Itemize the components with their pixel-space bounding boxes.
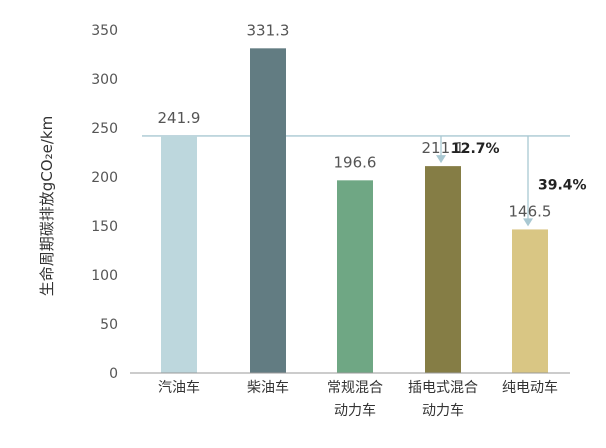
annotation-label: 39.4% [538, 177, 587, 193]
y-tick-label: 350 [91, 23, 118, 39]
annotation-arrow-head [523, 218, 533, 227]
x-category-label: 常规混合 [327, 380, 383, 396]
annotations: 12.7% 39.4% [436, 135, 587, 227]
x-category-label: 柴油车 [247, 379, 289, 396]
y-tick-label: 150 [91, 219, 118, 235]
x-category-label: 纯电动车 [502, 379, 558, 396]
x-category-label: 动力车 [334, 402, 376, 419]
bar-value-label: 211.1 [422, 139, 465, 157]
bar-value-label: 331.3 [247, 21, 290, 39]
bar [425, 166, 461, 373]
y-tick-label: 100 [91, 268, 118, 284]
bar [512, 229, 548, 373]
y-tick-label: 250 [91, 121, 118, 137]
bar-value-label: 196.6 [334, 153, 377, 171]
bars: 241.9 331.3 196.6 211.1 146.5 [158, 21, 552, 374]
bar [250, 48, 286, 374]
annotation-label: 12.7% [451, 141, 500, 157]
annotation-arrow-head [436, 155, 446, 164]
x-category-label: 动力车 [422, 402, 464, 419]
bar-value-label: 241.9 [158, 109, 201, 127]
y-tick-label: 300 [91, 72, 118, 88]
y-axis-ticks: 0 50 100 150 200 250 300 350 [91, 23, 118, 382]
bar-value-label: 146.5 [509, 202, 552, 220]
bar [161, 135, 197, 373]
y-axis-title-group: 生命周期碳排放gCO₂e/km [38, 116, 56, 296]
x-category-label: 插电式混合 [408, 380, 478, 396]
x-category-label: 汽油车 [158, 379, 200, 396]
y-tick-label: 50 [100, 317, 118, 333]
y-tick-label: 200 [91, 170, 118, 186]
bar [337, 180, 373, 373]
y-tick-label: 0 [109, 366, 118, 382]
y-axis-title: 生命周期碳排放gCO₂e/km [38, 116, 56, 296]
